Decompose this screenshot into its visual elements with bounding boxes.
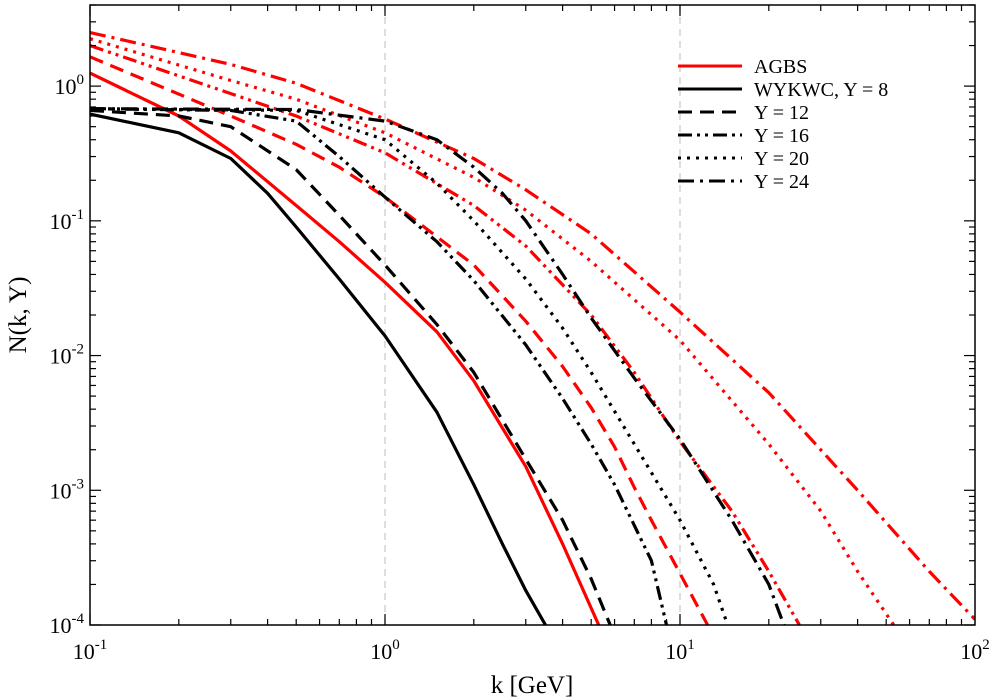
y-tick-label: 10-2 xyxy=(50,342,85,369)
legend-label: AGBS xyxy=(754,56,807,78)
legend-label: Y = 20 xyxy=(754,148,809,170)
series-line xyxy=(90,44,801,625)
series-line xyxy=(90,55,710,625)
legend-label: Y = 24 xyxy=(754,171,809,193)
y-tick-label: 10-3 xyxy=(50,476,85,503)
series-line xyxy=(90,30,975,621)
series-line xyxy=(90,108,612,625)
y-tick-label: 100 xyxy=(55,72,85,99)
legend-label: WYKWC, Y = 8 xyxy=(754,79,888,101)
plot-frame xyxy=(89,4,976,626)
legend-label: Y = 16 xyxy=(754,125,809,147)
y-tick-label: 10-1 xyxy=(50,207,85,234)
series-line xyxy=(90,71,601,625)
legend-label: Y = 12 xyxy=(754,102,809,124)
x-tick-labels: 10-1 100 101 102 xyxy=(73,637,990,664)
x-tick-label: 102 xyxy=(960,637,990,664)
x-tick-label: 100 xyxy=(370,637,400,664)
y-axis-title: N(k, Y) xyxy=(5,277,32,354)
x-tick-label: 101 xyxy=(665,637,695,664)
series-line xyxy=(90,107,786,625)
y-tick-labels: 100 10-1 10-2 10-3 10-4 xyxy=(50,72,85,638)
series-line xyxy=(90,107,669,625)
series-line xyxy=(90,112,547,625)
x-tick-label: 10-1 xyxy=(73,637,108,664)
x-axis-title: k [GeV] xyxy=(491,672,574,698)
series-lines xyxy=(90,30,975,625)
y-tick-label: 10-4 xyxy=(50,611,85,638)
